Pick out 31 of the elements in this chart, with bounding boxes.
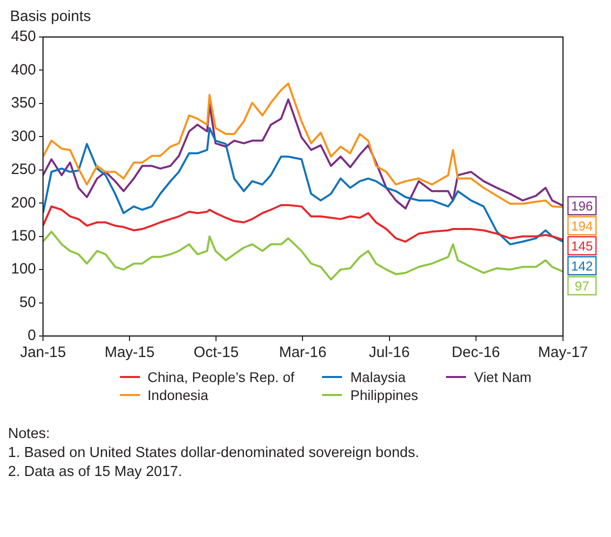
y-tick-label: 100 xyxy=(10,260,36,278)
data-label: 196 xyxy=(571,198,593,214)
data-label: 142 xyxy=(571,258,593,274)
legend-label: Indonesia xyxy=(148,387,208,403)
x-tick-label: Jan-15 xyxy=(20,344,66,362)
y-tick-label: 300 xyxy=(10,128,36,145)
y-tick-label: 150 xyxy=(10,227,36,244)
x-tick-label: Mar-16 xyxy=(278,344,326,362)
x-tick-label: May-15 xyxy=(104,344,155,362)
y-axis-title: Basis points xyxy=(10,8,92,25)
legend-label: Philippines xyxy=(350,387,418,403)
data-label: 145 xyxy=(571,238,593,254)
legend-label: Malaysia xyxy=(350,369,406,385)
x-tick-label: Jul-16 xyxy=(368,344,410,362)
y-tick-label: 200 xyxy=(10,194,36,212)
y-tick-label: 350 xyxy=(10,94,36,112)
y-tick-label: 0 xyxy=(28,327,36,344)
legend-label: Viet Nam xyxy=(474,369,532,385)
y-tick-label: 50 xyxy=(19,294,36,311)
data-label: 194 xyxy=(571,218,593,234)
x-tick-label: May-17 xyxy=(538,344,588,362)
text: 2. Data as of 15 May 2017. xyxy=(8,463,184,482)
y-tick-label: 250 xyxy=(10,161,36,178)
text: Notes: xyxy=(8,425,51,444)
data-label: 97 xyxy=(574,278,590,294)
legend-label: China, People’s Rep. of xyxy=(148,369,294,385)
y-tick-label: 400 xyxy=(10,61,36,78)
x-tick-label: Oct-15 xyxy=(194,344,239,362)
x-tick-label: Dec-16 xyxy=(452,344,500,362)
y-tick-label: 450 xyxy=(10,28,36,46)
text: 1. Based on United States dollar-denominated sovereign bonds. xyxy=(8,444,420,463)
